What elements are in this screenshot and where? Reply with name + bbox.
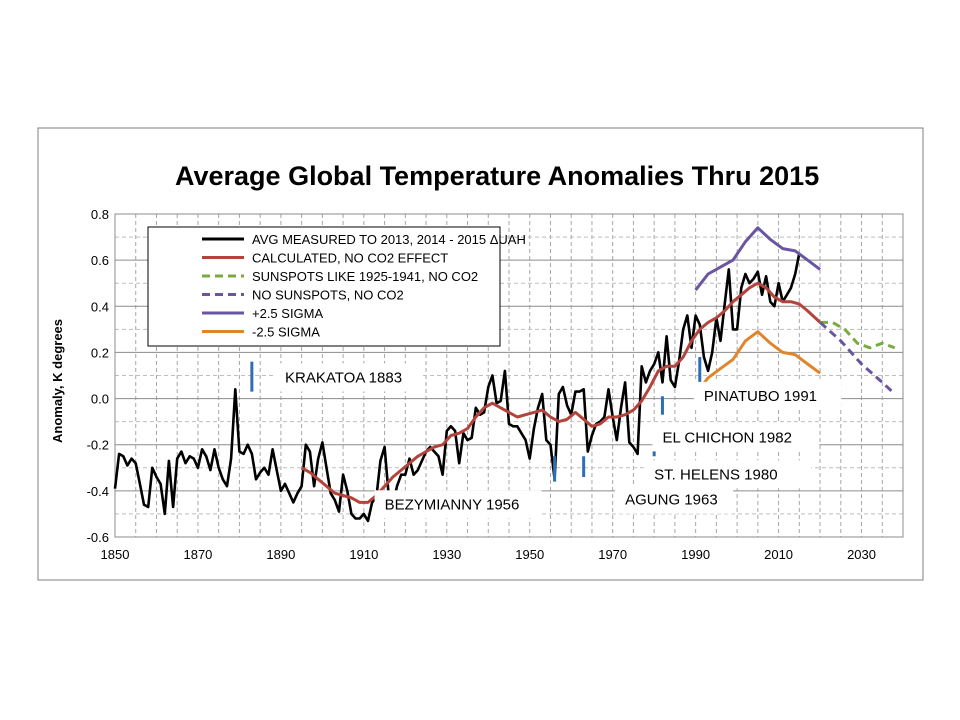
legend: AVG MEASURED TO 2013, 2014 - 2015 ΔUAH CA…: [147, 226, 526, 347]
legend-label: +2.5 SIGMA: [252, 306, 323, 321]
annotation-box: [615, 485, 734, 514]
annotation-box: [644, 460, 812, 489]
annotation-label: PINATUBO 1991: [704, 388, 817, 405]
annotation-layer: KRAKATOA 1883 BEZYMIANNY 1956 AGUNG 1963 ST…: [250, 357, 842, 519]
x-tick-label: 1970: [598, 547, 627, 562]
annotation-box: [374, 490, 542, 519]
legend-label: NO SUNSPOTS, NO CO2: [252, 288, 404, 303]
chart-title: Average Global Temperature Anomalies Thr…: [175, 161, 819, 191]
legend-label: -2.5 SIGMA: [252, 325, 320, 340]
legend-label: AVG MEASURED TO 2013, 2014 - 2015 ΔUAH: [252, 232, 526, 247]
y-tick-label: 0.8: [91, 207, 109, 222]
y-tick-label: 0.4: [91, 299, 109, 314]
y-axis-label: Anomaly, K degrees: [50, 319, 65, 443]
series-line: [300, 281, 822, 504]
annotation-label: BEZYMIANNY 1956: [385, 496, 520, 513]
series-line: [113, 252, 801, 523]
series-line: [820, 320, 896, 350]
x-tick-label: 1850: [101, 547, 130, 562]
x-tick-label: 1870: [183, 547, 212, 562]
annotation-box: [652, 423, 820, 452]
x-tick-labels: 1850 1870 1890 1910 1930 1950 1970 1990 2010 2030: [101, 547, 876, 562]
x-tick-label: 2030: [847, 547, 876, 562]
series-line: [694, 330, 821, 395]
x-tick-label: 1950: [515, 547, 544, 562]
y-tick-labels: -0.6 -0.4 -0.2 0.0 0.2 0.4 0.6 0.8: [87, 207, 109, 545]
x-tick-label: 2010: [764, 547, 793, 562]
y-tick-label: 0.0: [91, 392, 109, 407]
annotation-label: ST. HELENS 1980: [654, 466, 777, 483]
y-tick-label: -0.2: [87, 438, 109, 453]
legend-label: SUNSPOTS LIKE 1925-1941, NO CO2: [252, 269, 478, 284]
annotation-label: EL CHICHON 1982: [662, 429, 792, 446]
series-line: [819, 321, 896, 396]
series-line: [694, 226, 821, 292]
series-layer: [113, 226, 896, 523]
annotation-label: KRAKATOA 1883: [285, 369, 402, 386]
legend-box: [147, 226, 501, 347]
x-tick-label: 1910: [349, 547, 378, 562]
annotation-box: [275, 363, 423, 392]
x-tick-label: 1930: [432, 547, 461, 562]
x-tick-label: 1890: [266, 547, 295, 562]
annotation-label: AGUNG 1963: [625, 492, 718, 509]
legend-label: CALCULATED, NO CO2 EFFECT: [252, 251, 448, 266]
y-tick-label: 0.2: [91, 345, 109, 360]
plot-area-border: [114, 213, 904, 538]
x-tick-label: 1990: [681, 547, 710, 562]
y-tick-label: -0.6: [87, 530, 109, 545]
y-tick-label: -0.4: [87, 484, 109, 499]
y-tick-label: 0.6: [91, 253, 109, 268]
annotation-box: [693, 381, 842, 410]
